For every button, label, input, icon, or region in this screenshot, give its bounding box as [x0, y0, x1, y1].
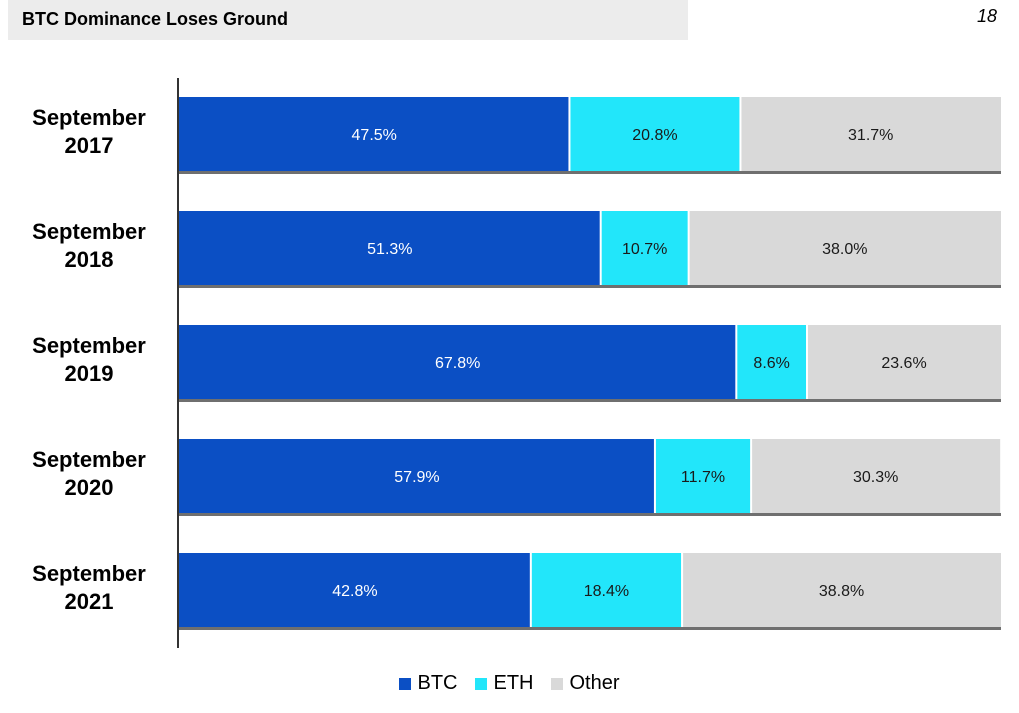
legend-item-eth: ETH: [475, 672, 533, 695]
bar-shadow: [179, 171, 1001, 174]
page-number: 18: [976, 6, 997, 26]
data-label: 20.8%: [632, 127, 677, 144]
legend-swatch: [475, 677, 488, 690]
data-label: 38.8%: [819, 583, 864, 600]
segment-separator: [568, 97, 571, 171]
data-label: 57.9%: [394, 469, 439, 486]
bar-shadow: [179, 627, 1001, 630]
bar-segment-other: [688, 211, 1001, 285]
category-label-line: September: [32, 105, 146, 130]
legend-swatch: [399, 677, 412, 690]
segment-separator: [739, 97, 742, 171]
category-label-line: 2017: [65, 133, 114, 158]
bar-segment-eth: [530, 553, 683, 627]
bar-segment-eth: [654, 439, 752, 513]
bar-segment-other: [740, 97, 1001, 171]
data-label: 8.6%: [753, 355, 789, 372]
category-label: September 2017: [32, 105, 146, 158]
legend-swatch: [551, 677, 564, 690]
category-label: September 2020: [32, 447, 146, 500]
data-label: 42.8%: [332, 583, 377, 600]
category-label-line: 2020: [65, 475, 114, 500]
page-title: BTC Dominance Loses Ground: [22, 9, 289, 29]
data-label: 18.4%: [584, 583, 629, 600]
legend-label: ETH: [493, 672, 534, 694]
segment-separator: [750, 439, 753, 513]
segment-separator: [599, 211, 602, 285]
legend-item-btc: BTC: [399, 672, 457, 695]
data-label: 11.7%: [681, 469, 725, 486]
bar-shadow: [179, 285, 1001, 288]
category-label-line: September: [32, 219, 146, 244]
segment-separator: [529, 553, 532, 627]
legend-label: Other: [569, 672, 620, 694]
bar-shadow: [179, 399, 1001, 402]
bar-segment-btc: [179, 211, 601, 285]
data-label: 47.5%: [352, 127, 397, 144]
category-label: September 2018: [32, 219, 146, 272]
category-label-line: September: [32, 561, 146, 586]
bar-segment-other: [682, 553, 1001, 627]
bar-segment-other: [751, 439, 1001, 513]
segment-separator: [653, 439, 656, 513]
title-band: [8, 0, 688, 40]
segment-separator: [735, 325, 738, 399]
bar-segment-other: [807, 325, 1001, 399]
category-label-line: 2021: [65, 589, 114, 614]
bar-segment-btc: [179, 439, 655, 513]
category-label-line: September: [32, 447, 146, 472]
segment-separator: [806, 325, 809, 399]
category-label-line: 2018: [65, 247, 114, 272]
data-label: 67.8%: [435, 355, 480, 372]
bar-segment-btc: [179, 553, 531, 627]
category-label: September 2021: [32, 561, 146, 614]
segment-separator: [681, 553, 684, 627]
category-label-line: September: [32, 333, 146, 358]
data-label: 31.7%: [848, 127, 893, 144]
legend-label: BTC: [417, 672, 458, 694]
bar-segment-eth: [569, 97, 741, 171]
data-label: 23.6%: [881, 355, 926, 372]
chart-legend: BTC ETH Other: [0, 672, 1019, 695]
bar-segment-eth: [736, 325, 808, 399]
bar-segment-btc: [179, 97, 570, 171]
data-label: 51.3%: [367, 241, 412, 258]
data-label: 30.3%: [853, 469, 898, 486]
data-label: 38.0%: [822, 241, 867, 258]
segment-separator: [687, 211, 690, 285]
bar-segment-eth: [600, 211, 689, 285]
data-label: 10.7%: [622, 241, 667, 258]
bar-segment-btc: [179, 325, 737, 399]
bar-shadow: [179, 513, 1001, 516]
legend-item-other: Other: [551, 672, 620, 695]
category-label: September 2019: [32, 333, 146, 386]
y-axis-line: [177, 78, 179, 648]
category-label-line: 2019: [65, 361, 114, 386]
